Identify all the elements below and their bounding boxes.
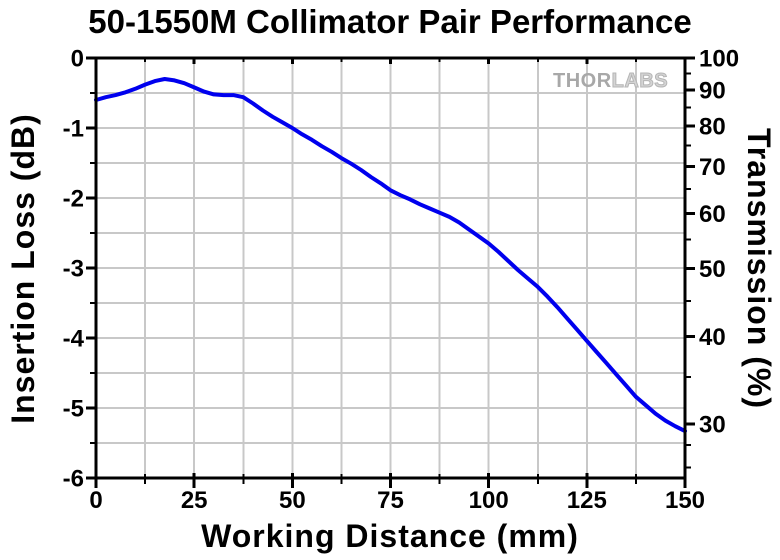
x-tick-label: 150 <box>665 487 705 514</box>
thorlabs-watermark-labs: LABS <box>611 70 669 93</box>
y-tick-label: -2 <box>63 186 84 213</box>
x-tick-label: 125 <box>567 487 607 514</box>
y-axis-title-right-wrap: Transmission (%) <box>736 0 780 536</box>
x-tick-label: 75 <box>377 487 404 514</box>
y2-tick-label: 60 <box>699 201 726 228</box>
thorlabs-watermark: THORLABS <box>553 70 668 93</box>
y-axis-title-left: Insertion Loss (dB) <box>4 112 41 424</box>
y-axis-title-left-wrap: Insertion Loss (dB) <box>0 0 46 536</box>
y2-tick-label: 50 <box>699 256 726 283</box>
y2-tick-label: 100 <box>699 46 739 73</box>
thorlabs-watermark-thor: THOR <box>553 70 612 92</box>
y-tick-label: -3 <box>63 256 84 283</box>
y2-tick-label: 70 <box>699 154 726 181</box>
y-axis-title-right: Transmission (%) <box>740 127 777 409</box>
x-tick-label: 100 <box>469 487 509 514</box>
insertion-loss-curve <box>94 77 687 434</box>
y-tick-label: -4 <box>63 326 85 353</box>
chart-title: 50-1550M Collimator Pair Performance <box>88 3 692 40</box>
y2-tick-label: 40 <box>699 324 726 351</box>
y-tick-label: -1 <box>63 116 84 143</box>
y-tick-label: 0 <box>71 46 84 73</box>
x-axis-title: Working Distance (mm) <box>201 518 579 554</box>
y-tick-label: -5 <box>63 396 84 423</box>
y-tick-label: -6 <box>63 466 84 493</box>
x-tick-label: 25 <box>181 487 208 514</box>
y2-tick-label: 30 <box>699 412 726 439</box>
x-tick-label: 50 <box>279 487 306 514</box>
x-tick-label: 0 <box>89 487 102 514</box>
y2-tick-label: 90 <box>699 78 726 105</box>
y2-tick-label: 80 <box>699 113 726 140</box>
